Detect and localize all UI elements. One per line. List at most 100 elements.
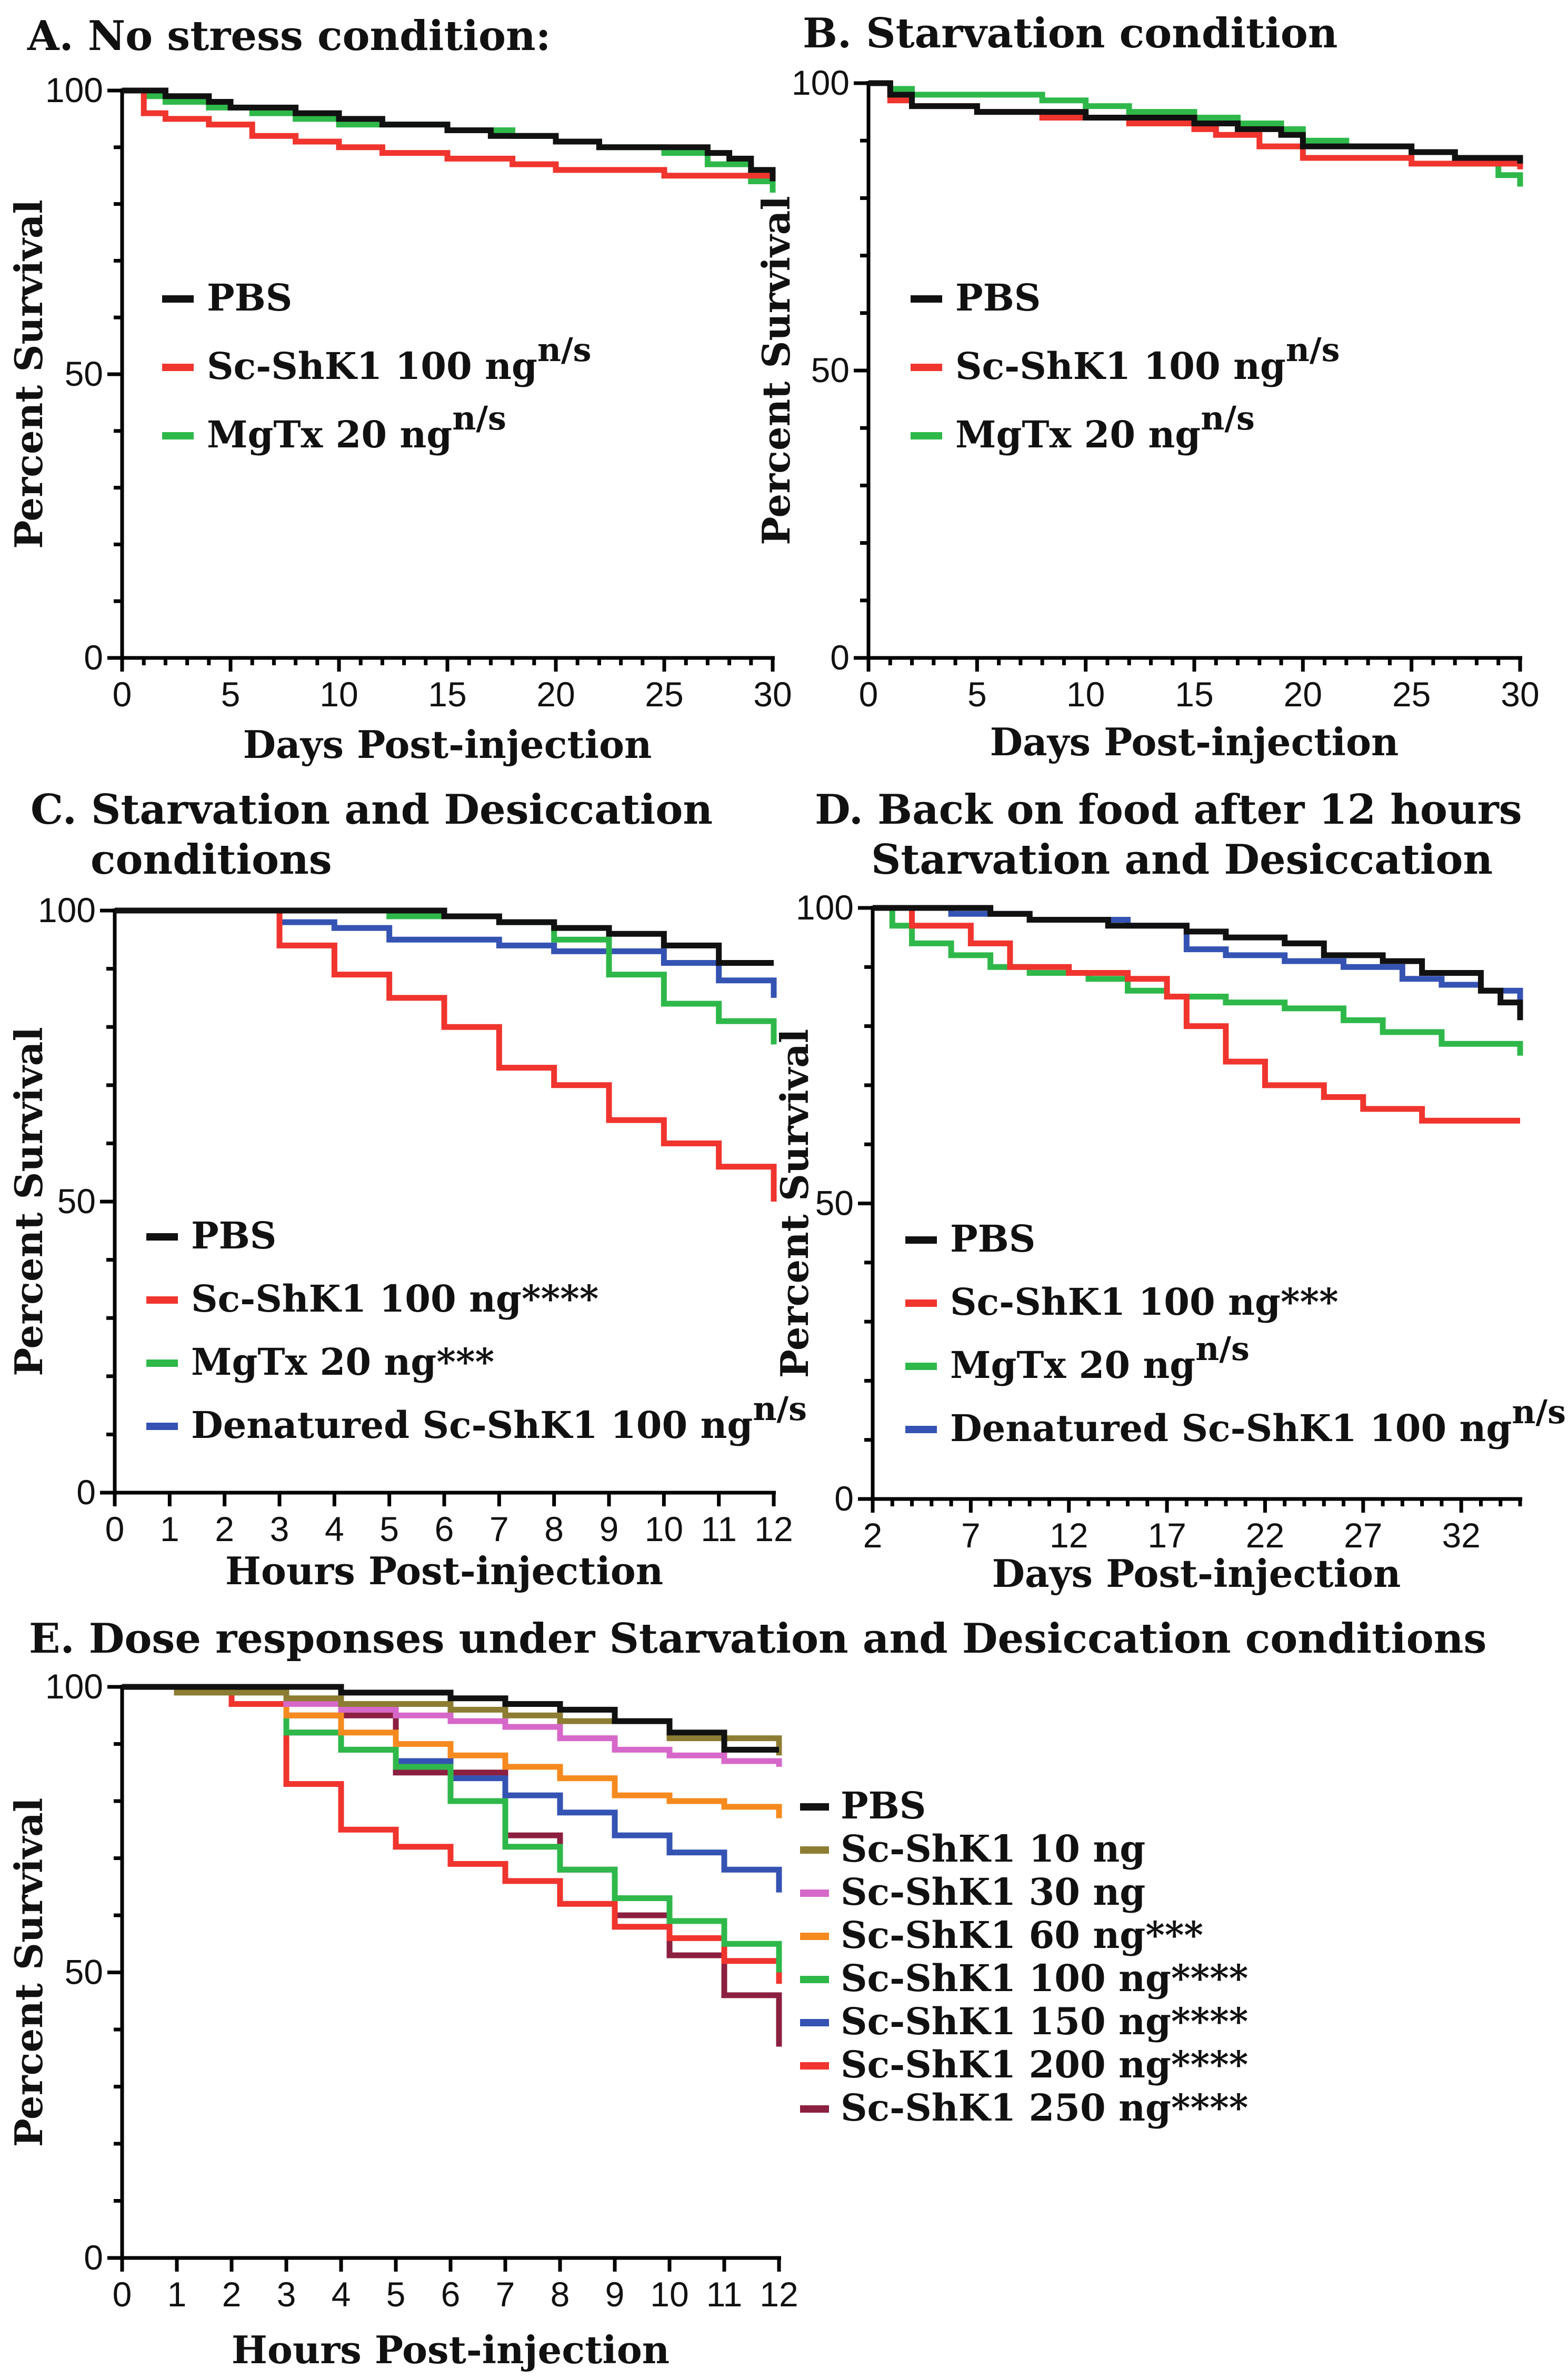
panel-b-xtick-label: 5 (967, 675, 987, 714)
panel-c-xtick-label: 5 (379, 1510, 399, 1548)
panel-e-xtick-label: 9 (605, 2275, 625, 2314)
panel-c-xtick-label: 8 (544, 1510, 564, 1548)
panel-e-xtick-label: 5 (386, 2275, 406, 2314)
panel-a-ytick-label: 100 (45, 71, 103, 109)
panel-c-xtick-label: 7 (490, 1510, 509, 1548)
panel-a-xtick-label: 0 (113, 675, 132, 714)
panel-b-legend-label-sc-shk1-100-ng: Sc-ShK1 100 ngn/s (955, 331, 1340, 388)
panel-d-xtick-label: 7 (961, 1516, 981, 1555)
panel-e-xtick-label: 1 (167, 2275, 187, 2314)
panel-c-xtick-label: 2 (215, 1510, 234, 1548)
panel-e-legend-label-sc-shk1-100-ng: Sc-ShK1 100 ng**** (841, 1956, 1248, 2000)
panel-c-title-line2: conditions (91, 836, 332, 884)
panel-d-xtick-label: 22 (1246, 1516, 1284, 1555)
panel-e-xtick-label: 3 (277, 2275, 296, 2314)
panel-e-ytick-label: 50 (65, 1953, 103, 1992)
panel-d-legend-label-sc-shk1-100-ng: Sc-ShK1 100 ng*** (950, 1280, 1339, 1324)
panel-c-series-mgtx-20-ng (115, 907, 777, 1045)
panel-e-ytick-label: 100 (45, 1667, 103, 1706)
panel-b-xtick-label: 30 (1501, 675, 1539, 714)
panel-d-series-sc-shk1-100-ng (873, 905, 1520, 1124)
panel-c-series-sc-shk1-100-ng (115, 907, 777, 1202)
panel-a-xtick-label: 5 (221, 675, 241, 714)
panel-e-title: E. Dose responses under Starvation and D… (29, 1615, 1486, 1663)
panel-e-xtick-label: 7 (496, 2275, 515, 2314)
panel-b-xlabel: Days Post-injection (990, 719, 1399, 764)
panel-c-legend-label-mgtx-20-ng: MgTx 20 ng*** (191, 1340, 494, 1384)
panel-e-xlabel: Hours Post-injection (232, 2327, 670, 2372)
panel-e-ylabel: Percent Survival (6, 1798, 51, 2147)
panel-a-ylabel: Percent Survival (6, 199, 51, 549)
panel-b-ytick-label: 0 (830, 638, 850, 677)
panel-b: B. Starvation condition 0 50 100 0 5 10 15 20 25 3… (754, 9, 1540, 764)
panel-c-xlabel: Hours Post-injection (225, 1548, 663, 1593)
panel-c-xtick-label: 3 (270, 1510, 289, 1548)
panel-b-series-pbs (868, 80, 1523, 164)
panel-e-xtick-label: 10 (650, 2275, 688, 2314)
panel-d: D. Back on food after 12 hoursStarvation… (772, 786, 1566, 1596)
panel-b-xtick-label: 0 (859, 675, 878, 714)
panel-e-legend-label-pbs: PBS (841, 1784, 926, 1827)
panel-e-xtick-label: 12 (760, 2275, 798, 2314)
panel-d-ytick-label: 50 (815, 1184, 854, 1223)
panel-c-ytick-label: 0 (76, 1473, 96, 1512)
panel-e-legend-label-sc-shk1-250-ng: Sc-ShK1 250 ng**** (841, 2086, 1248, 2130)
panel-a-legend-label-sc-shk1-100-ng: Sc-ShK1 100 ngn/s (207, 331, 592, 388)
panel-a-title: A. No stress condition: (27, 12, 551, 60)
panel-d-ytick-label: 0 (834, 1479, 854, 1518)
panel-e-xtick-label: 4 (332, 2275, 351, 2314)
panel-e-series-sc-shk1-100-ng (122, 1684, 782, 1973)
panel-a-xtick-label: 30 (753, 675, 792, 714)
panel-d-legend-label-pbs: PBS (950, 1217, 1035, 1261)
panel-e: E. Dose responses under Starvation and D… (6, 1615, 1486, 2372)
panel-a-xtick-label: 20 (536, 675, 575, 714)
panel-d-ytick-label: 100 (796, 888, 854, 927)
panel-c-xtick-label: 12 (754, 1510, 793, 1548)
panel-a-ytick-label: 50 (65, 354, 103, 393)
panel-b-legend-label-mgtx-20-ng: MgTx 20 ngn/s (955, 399, 1255, 456)
panel-c-ylabel: Percent Survival (6, 1027, 51, 1376)
panel-e-legend-label-sc-shk1-30-ng: Sc-ShK1 30 ng (841, 1870, 1145, 1914)
panel-a-ytick-label: 0 (84, 638, 103, 677)
panel-a-xtick-label: 10 (319, 675, 358, 714)
panel-d-legend-label-mgtx-20-ng: MgTx 20 ngn/s (950, 1330, 1250, 1387)
panel-d-xtick-label: 32 (1442, 1516, 1480, 1555)
panel-c-xtick-label: 9 (600, 1510, 619, 1548)
panel-c-xtick-label: 10 (645, 1510, 683, 1548)
panel-d-xtick-label: 17 (1147, 1516, 1186, 1555)
panel-c-legend-label-sc-shk1-100-ng: Sc-ShK1 100 ng**** (191, 1277, 598, 1321)
panel-b-title: B. Starvation condition (803, 9, 1337, 57)
panel-d-legend-label-denatured-sc-shk1-100-ng: Denatured Sc-ShK1 100 ngn/s (950, 1393, 1566, 1450)
panel-e-xtick-label: 0 (113, 2275, 132, 2314)
panel-e-legend-label-sc-shk1-60-ng: Sc-ShK1 60 ng*** (841, 1913, 1203, 1957)
panel-b-xtick-label: 15 (1175, 675, 1213, 714)
panel-a-legend-label-pbs: PBS (207, 276, 292, 319)
panel-c-xtick-label: 4 (325, 1510, 344, 1548)
panel-e-xtick-label: 2 (222, 2275, 242, 2314)
panel-d-xtick-label: 12 (1050, 1516, 1088, 1555)
panel-d-title: D. Back on food after 12 hours (815, 786, 1522, 834)
panel-c-legend-label-pbs: PBS (191, 1214, 276, 1257)
panel-c-legend-label-denatured-sc-shk1-100-ng: Denatured Sc-ShK1 100 ngn/s (191, 1390, 807, 1447)
panel-b-ylabel: Percent Survival (754, 196, 798, 545)
panel-d-series-mgtx-20-ng (873, 905, 1523, 1056)
panel-d-xtick-label: 2 (863, 1516, 883, 1555)
panel-b-xtick-label: 20 (1284, 675, 1322, 714)
panel-a-xlabel: Days Post-injection (243, 722, 652, 767)
panel-a: A. No stress condition: 0 50 100 0 5 10 15 20 25 3… (6, 12, 792, 767)
panel-a-series-sc-shk1-100-ng (122, 87, 776, 182)
panel-b-xtick-label: 25 (1392, 675, 1431, 714)
panel-d-title-line2: Starvation and Desiccation (871, 836, 1493, 884)
panel-c-xtick-label: 6 (435, 1510, 454, 1548)
panel-b-series-mgtx-20-ng (868, 80, 1523, 187)
panel-a-legend-label-mgtx-20-ng: MgTx 20 ngn/s (207, 399, 506, 456)
panel-b-ytick-label: 50 (811, 351, 850, 389)
panel-d-xtick-label: 27 (1344, 1516, 1382, 1555)
panel-c-series-denatured-sc-shk1-100-ng (115, 907, 777, 998)
panel-e-series-sc-shk1-200-ng (122, 1684, 782, 1984)
panel-a-xtick-label: 15 (428, 675, 466, 714)
panel-e-series-sc-shk1-60-ng (122, 1684, 782, 1818)
panel-d-ylabel: Percent Survival (772, 1029, 817, 1378)
